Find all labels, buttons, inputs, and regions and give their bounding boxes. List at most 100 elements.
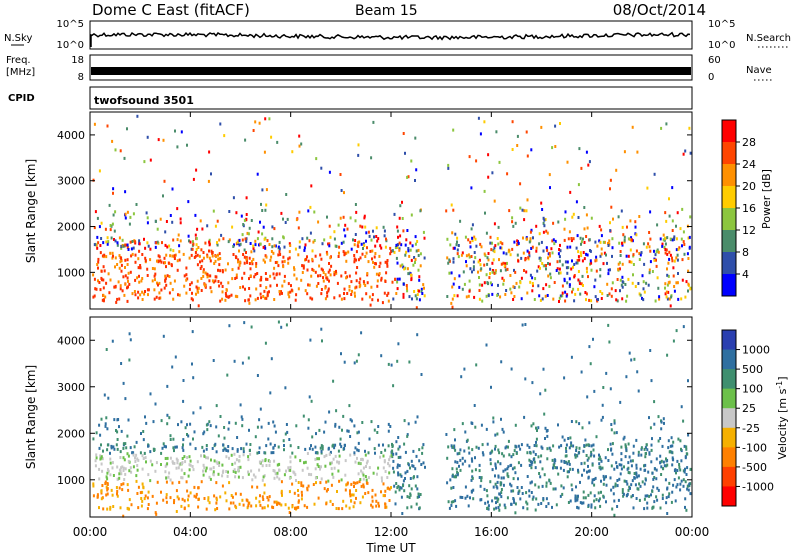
backscatter-cell <box>349 492 351 496</box>
backscatter-cell <box>489 480 492 484</box>
backscatter-cell <box>630 495 633 499</box>
backscatter-cell <box>499 483 502 487</box>
backscatter-cell <box>183 284 186 288</box>
backscatter-cell <box>326 215 328 219</box>
backscatter-cell <box>119 450 122 454</box>
backscatter-cell <box>380 354 383 358</box>
backscatter-cell <box>228 456 230 460</box>
backscatter-cell <box>106 507 109 511</box>
backscatter-cell <box>120 244 123 248</box>
backscatter-cell <box>410 505 413 509</box>
backscatter-cell <box>247 232 250 236</box>
backscatter-cell <box>362 280 365 284</box>
backscatter-cell <box>211 254 214 258</box>
backscatter-cell <box>518 489 521 493</box>
backscatter-cell <box>234 470 237 474</box>
backscatter-cell <box>623 479 626 483</box>
backscatter-cell <box>368 295 371 299</box>
backscatter-cell <box>239 492 242 496</box>
backscatter-cell <box>542 287 545 291</box>
backscatter-cell <box>94 459 97 463</box>
backscatter-cell <box>491 270 494 274</box>
backscatter-cell <box>144 456 147 460</box>
backscatter-cell <box>210 467 213 471</box>
backscatter-cell <box>166 384 169 388</box>
backscatter-cell <box>580 462 583 466</box>
backscatter-cell <box>481 283 484 287</box>
backscatter-cell <box>659 454 662 458</box>
backscatter-cell <box>353 485 355 488</box>
backscatter-cell <box>231 462 234 466</box>
backscatter-cell <box>618 463 621 467</box>
backscatter-cell <box>402 132 405 135</box>
backscatter-cell <box>124 274 127 278</box>
backscatter-cell <box>497 225 500 229</box>
backscatter-cell <box>169 214 172 217</box>
backscatter-cell <box>562 468 565 472</box>
backscatter-cell <box>483 120 486 124</box>
backscatter-cell <box>215 460 218 464</box>
backscatter-cell <box>121 238 124 242</box>
backscatter-cell <box>611 442 614 446</box>
backscatter-cell <box>559 271 562 275</box>
colorbar-tick-label: 500 <box>742 363 763 376</box>
backscatter-cell <box>648 245 651 249</box>
backscatter-cell <box>259 503 262 507</box>
backscatter-cell <box>200 480 203 484</box>
backscatter-cell <box>298 245 301 249</box>
backscatter-cell <box>315 481 317 485</box>
backscatter-cell <box>515 452 518 455</box>
backscatter-cell <box>195 168 198 172</box>
backscatter-cell <box>663 238 666 242</box>
backscatter-cell <box>688 482 691 486</box>
backscatter-cell <box>467 238 470 242</box>
backscatter-cell <box>141 277 144 280</box>
backscatter-cell <box>673 478 676 482</box>
backscatter-cell <box>185 480 188 484</box>
backscatter-cell <box>459 448 462 452</box>
backscatter-cell <box>153 297 156 301</box>
backscatter-cell <box>287 291 290 295</box>
backscatter-cell <box>259 292 262 296</box>
backscatter-cell <box>683 243 686 246</box>
backscatter-cell <box>137 257 140 261</box>
backscatter-cell <box>409 477 412 480</box>
backscatter-cell <box>373 235 375 239</box>
backscatter-cell <box>247 504 250 508</box>
backscatter-cell <box>277 245 280 249</box>
backscatter-cell <box>215 496 218 500</box>
backscatter-cell <box>528 251 531 255</box>
backscatter-cell <box>259 284 262 288</box>
backscatter-cell <box>593 285 596 289</box>
backscatter-cell <box>197 486 200 490</box>
backscatter-cell <box>324 273 327 277</box>
backscatter-cell <box>400 486 403 490</box>
backscatter-cell <box>400 243 403 247</box>
backscatter-cell <box>355 359 358 363</box>
backscatter-cell <box>627 237 630 241</box>
backscatter-cell <box>666 463 669 467</box>
backscatter-cell <box>401 217 404 220</box>
backscatter-cell <box>176 238 179 242</box>
backscatter-cell <box>517 477 519 481</box>
backscatter-cell <box>368 437 371 441</box>
backscatter-cell <box>473 404 476 407</box>
backscatter-cell <box>459 468 462 472</box>
backscatter-cell <box>453 246 456 250</box>
backscatter-cell <box>549 254 551 258</box>
backscatter-cell <box>395 256 398 260</box>
backscatter-cell <box>528 254 531 258</box>
backscatter-cell <box>125 243 128 247</box>
backscatter-cell <box>184 426 187 430</box>
backscatter-cell <box>347 429 350 433</box>
backscatter-cell <box>392 466 395 470</box>
backscatter-cell <box>655 477 658 481</box>
backscatter-cell <box>93 277 96 281</box>
backscatter-cell <box>524 258 527 262</box>
backscatter-cell <box>259 407 262 411</box>
backscatter-cell <box>391 445 394 448</box>
colorbar-swatch <box>722 142 736 165</box>
backscatter-cell <box>495 466 497 470</box>
backscatter-cell <box>109 224 112 227</box>
backscatter-cell <box>621 297 624 301</box>
